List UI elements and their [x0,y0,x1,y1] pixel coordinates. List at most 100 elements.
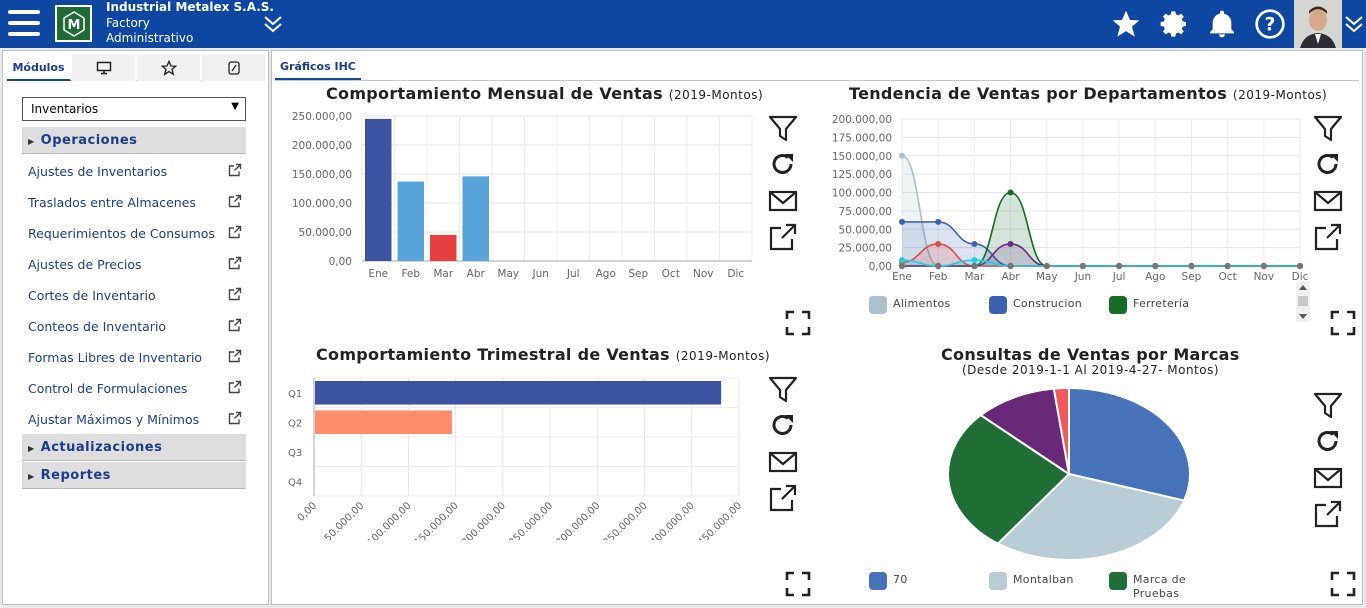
svg-text:?: ? [1265,15,1276,36]
chart1-ytick-label: 200.000,00 [292,140,352,152]
menu-item-ajustes-precios[interactable]: Ajustes de Precios [28,254,246,276]
external-link-icon[interactable] [228,163,242,180]
chart1-xtick-label: Sep [628,268,648,280]
star-icon[interactable] [1110,8,1142,40]
chart2-expand-icon[interactable] [1330,310,1356,336]
chart2-ytick-label: 200.000,00 [832,114,892,126]
chart1-xtick-label: Dic [727,268,744,280]
chart2-series-line [901,259,1300,267]
menu-item-label: Formas Libres de Inventario [28,350,203,365]
menu-item-conteos[interactable]: Conteos de Inventario [28,316,246,338]
menu-item-cortes[interactable]: Cortes de Inventario [28,285,246,307]
chart4-filter-icon[interactable] [1313,391,1343,421]
chart2-subtitle: (2019-Montos) [1232,88,1328,102]
chart3-xtick-label: 200.000,00 [460,500,508,540]
chart3-xtick-label: 400.000,00 [649,500,697,540]
company-logo: M [55,5,92,42]
external-link-icon[interactable] [228,411,242,428]
external-link-icon[interactable] [228,256,242,273]
chart2-xtick-label: May [1036,271,1058,283]
chart2-xtick-label: Dic [1292,271,1309,283]
chart4-title: Consultas de Ventas por Marcas [941,345,1240,364]
chart3-subtitle: (2019-Montos) [675,349,771,363]
tab-monitor[interactable] [72,55,136,81]
menu-item-traslados[interactable]: Traslados entre Almacenes [28,192,246,214]
module-select[interactable]: Inventarios ▼ [22,97,246,121]
tab-modules[interactable]: Módulos [7,55,71,81]
chart4-slice [1052,386,1070,475]
chart2-mail-icon[interactable] [1313,186,1343,216]
chart2-base-point [934,262,942,270]
chart4-share-icon[interactable] [1313,499,1343,529]
chart3-mail-icon[interactable] [768,447,798,477]
section-reportes[interactable]: ▶ Reportes [22,462,246,489]
chart2-base-point [1296,262,1304,270]
chart2-base-point [1115,262,1123,270]
external-link-icon[interactable] [228,349,242,366]
menu-item-label: Control de Formulaciones [28,381,188,396]
chart1-filter-icon[interactable] [768,114,798,144]
chart1-refresh-icon[interactable] [768,150,798,180]
chart1-expand-icon[interactable] [785,310,811,336]
chart4-refresh-icon[interactable] [1313,427,1343,457]
chart1-share-icon[interactable] [768,222,798,252]
help-icon[interactable]: ? [1254,8,1286,40]
chart2-point [899,152,905,159]
chart2-ytick-label: 75.000,00 [839,206,892,218]
top-bar: M Industrial Metalex S.A.S. Factory Admi… [0,0,1366,48]
gear-icon[interactable] [1158,8,1190,40]
menu-item-formas-libres[interactable]: Formas Libres de Inventario [28,347,246,369]
menu-item-ajustes-inventarios[interactable]: Ajustes de Inventarios [28,161,246,183]
chart2-ytick-label: 150.000,00 [832,151,892,163]
menu-item-formulaciones[interactable]: Control de Formulaciones [28,378,246,400]
chart2-filter-icon[interactable] [1313,114,1343,144]
user-chevron-down-icon[interactable] [1344,14,1364,38]
double-chevron-down-icon[interactable] [263,14,283,38]
legend-scrollbar[interactable] [1296,282,1310,322]
avatar[interactable] [1294,0,1342,48]
chart2-point [935,218,942,225]
section-operaciones[interactable]: ▶ Operaciones [22,127,246,154]
tab-favorites[interactable] [137,55,201,81]
star-outline-icon [160,60,177,76]
chart1-subtitle: (2019-Montos) [668,88,764,102]
section-actualizaciones[interactable]: ▶ Actualizaciones [22,434,246,461]
chart2-refresh-icon[interactable] [1313,150,1343,180]
chart2-xtick-label: Jul [1112,271,1126,283]
bell-icon[interactable] [1206,8,1238,40]
chart4-slice [947,413,1071,545]
menu-item-label: Ajustes de Precios [28,257,142,272]
external-link-icon[interactable] [228,287,242,304]
sidebar: Módulos Inventarios ▼ ▶ Operaciones Ajust… [2,50,269,605]
chart2-base-point [1260,262,1268,270]
external-link-icon[interactable] [228,318,242,335]
menu-item-label: Traslados entre Almacenes [28,195,196,210]
chart1-mail-icon[interactable] [768,186,798,216]
menu-icon[interactable] [8,10,40,38]
section-label: Operaciones [40,133,138,148]
chart4-slice [1068,386,1191,502]
chart3-share-icon[interactable] [768,483,798,513]
chart3-expand-icon[interactable] [785,571,811,597]
menu-item-requerimientos[interactable]: Requerimientos de Consumos [28,223,246,245]
external-link-icon[interactable] [228,380,242,397]
tab-tools[interactable] [202,55,266,81]
tab-graficos-ihc[interactable]: Gráficos IHC [275,56,361,80]
svg-text:M: M [67,18,80,33]
chart3-title: Comportamiento Trimestral de Ventas (201… [316,345,770,364]
chart3-filter-icon[interactable] [768,375,798,405]
chart2-point [1007,240,1014,247]
chart4-expand-icon[interactable] [1330,571,1356,597]
external-link-icon[interactable] [228,225,242,242]
module-select-value: Inventarios [31,102,99,116]
chart2-share-icon[interactable] [1313,222,1343,252]
external-link-icon[interactable] [228,194,242,211]
chart3-ytick-label: Q3 [288,448,302,459]
menu-item-maximos-minimos[interactable]: Ajustar Máximos y Mínimos [28,409,246,431]
chart3-refresh-icon[interactable] [768,411,798,441]
chart4-mail-icon[interactable] [1313,463,1343,493]
chart2-ytick-label: 100.000,00 [832,188,892,200]
chart1-xtick-label: Ago [596,268,616,280]
chart1-ytick-label: 250.000,00 [292,111,352,123]
chart4-slice [979,387,1071,477]
